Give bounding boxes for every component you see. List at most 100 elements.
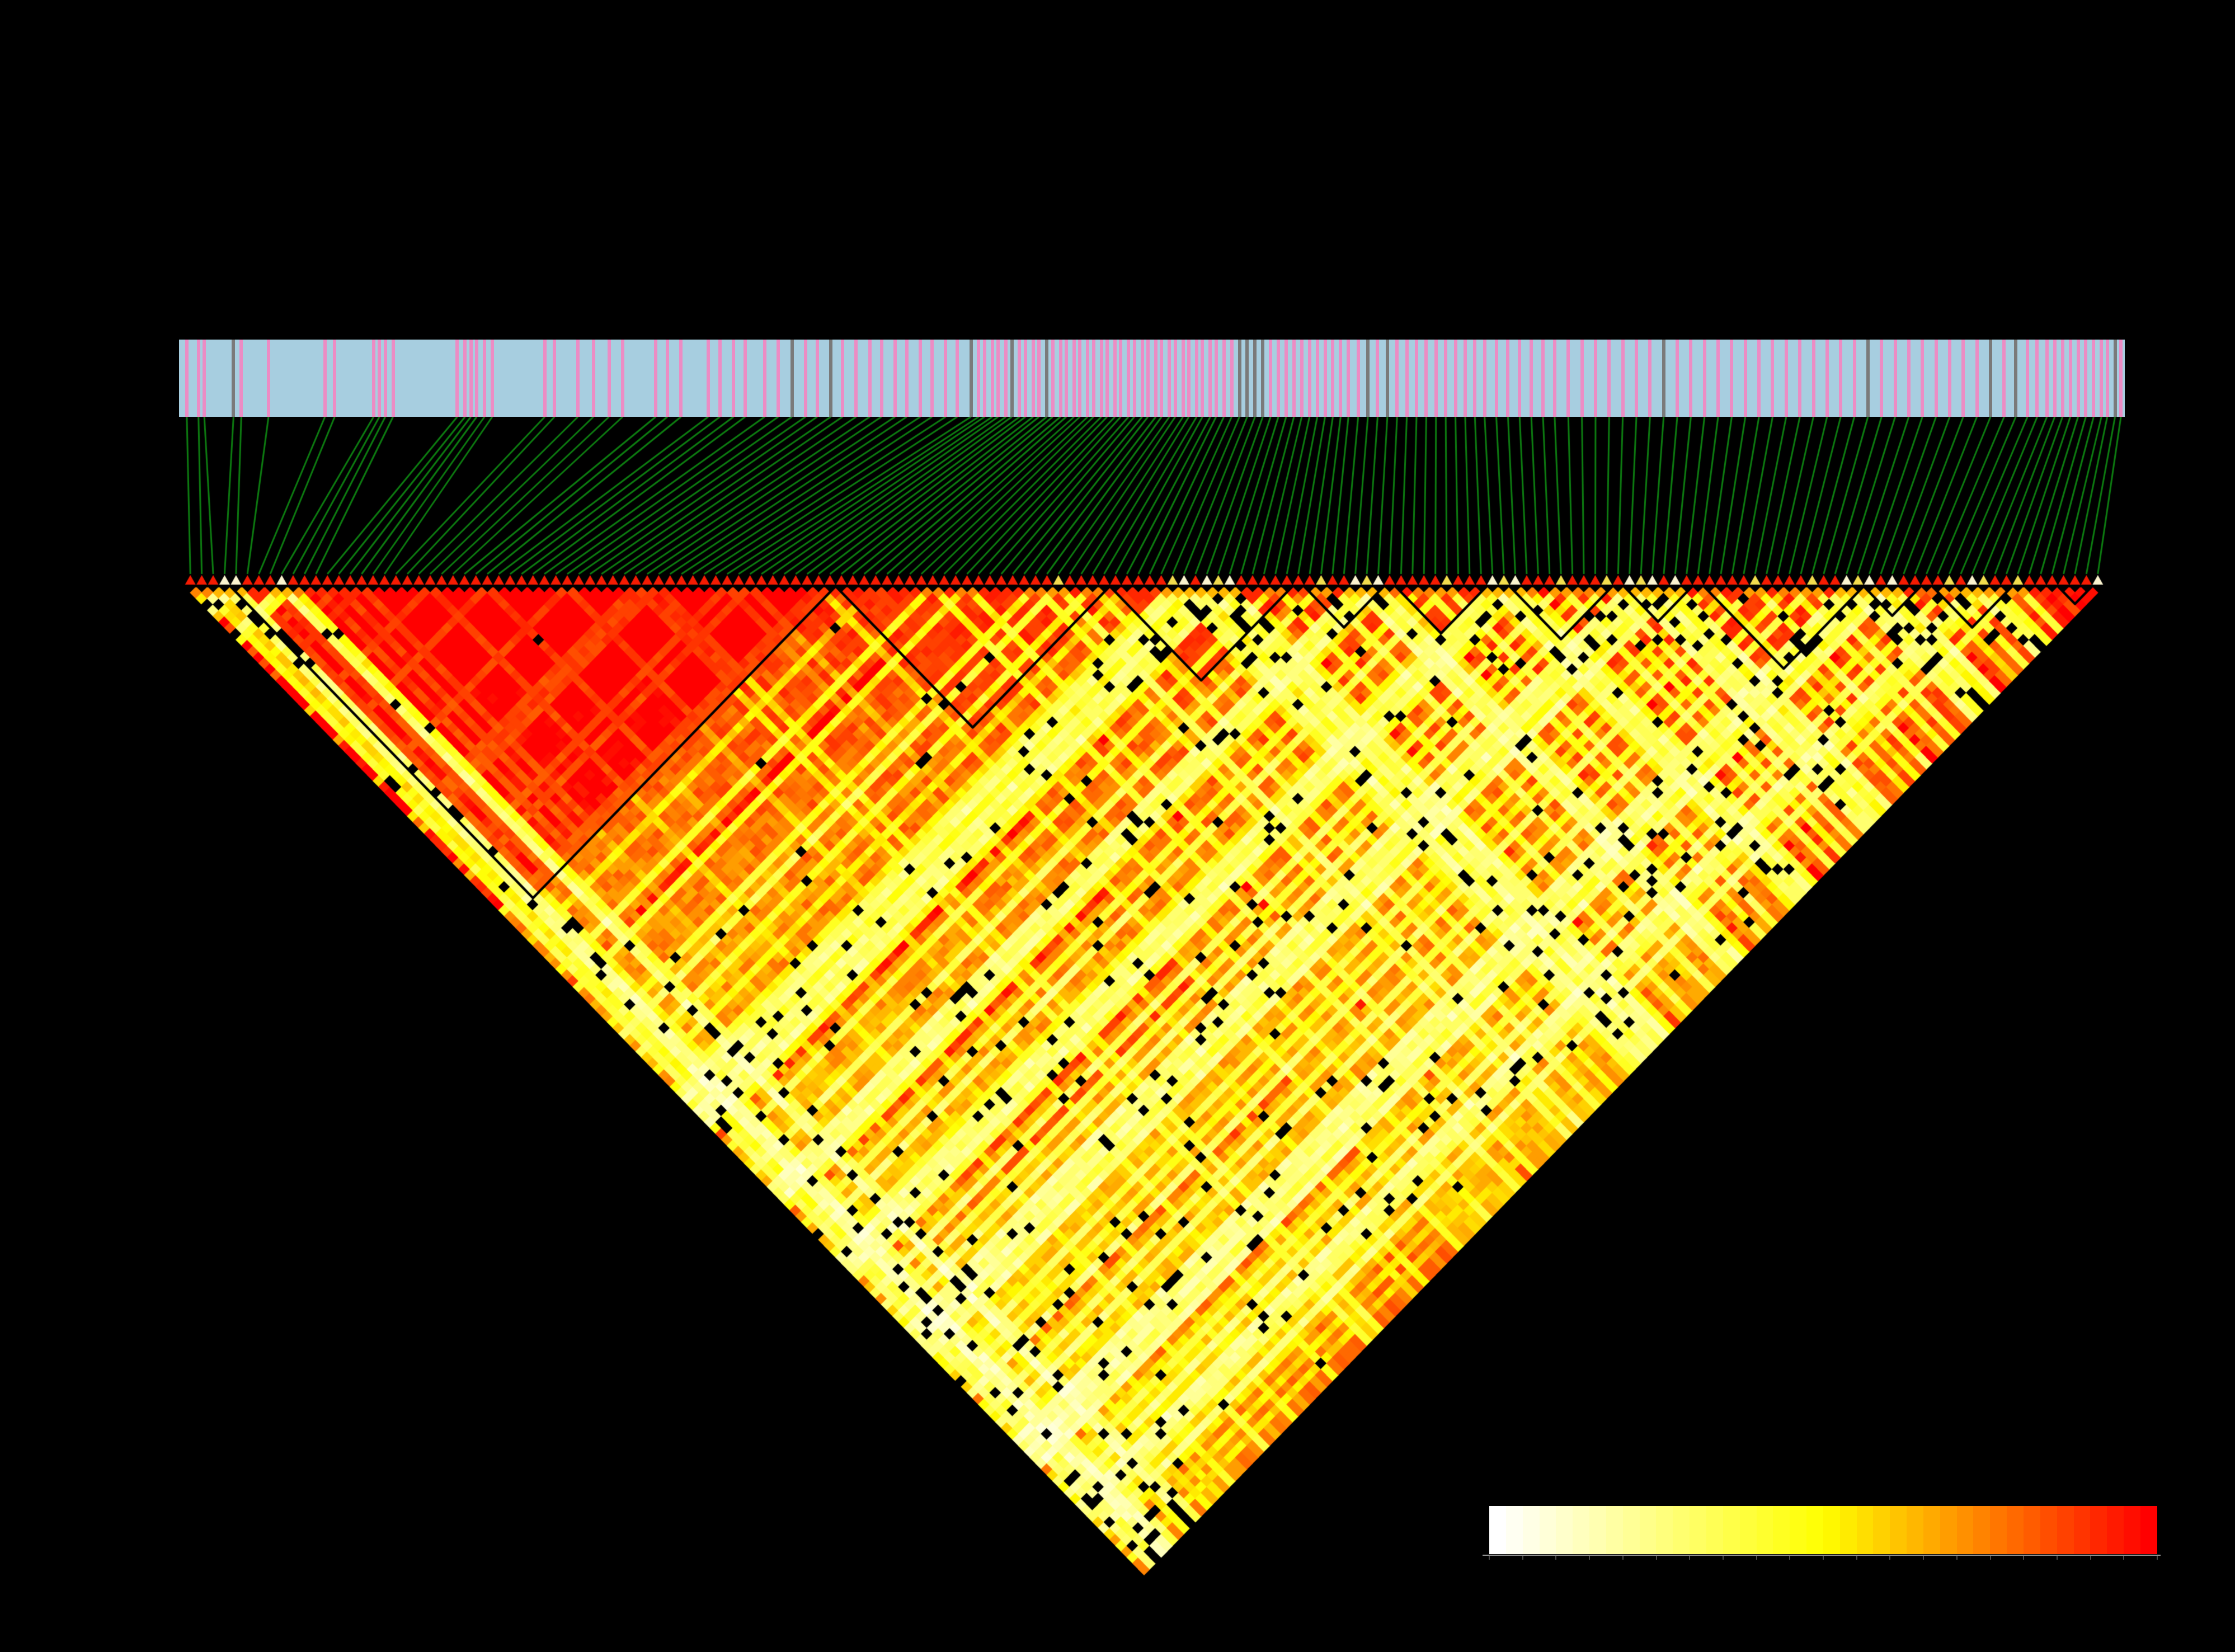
snp-position-tick xyxy=(1530,340,1533,417)
color-key-segment xyxy=(1923,1506,1940,1554)
snp-position-tick xyxy=(732,340,736,417)
snp-position-tick xyxy=(1580,340,1584,417)
snp-position-tick xyxy=(1222,340,1226,417)
snp-position-tick xyxy=(475,340,479,417)
snp-position-tick xyxy=(1004,340,1008,417)
snp-position-tick xyxy=(982,340,986,417)
snp-position-tick xyxy=(1269,340,1273,417)
color-key-segment xyxy=(1622,1506,1640,1554)
color-key-segment xyxy=(1522,1506,1540,1554)
snp-position-tick xyxy=(1473,340,1477,417)
snp-position-tick xyxy=(620,340,624,417)
snp-position-tick xyxy=(1132,340,1136,417)
color-key-segment xyxy=(1907,1506,1923,1554)
snp-position-tick xyxy=(1140,340,1144,417)
snp-position-tick xyxy=(1825,340,1829,417)
snp-position-tick xyxy=(815,340,819,417)
snp-position-tick xyxy=(1771,340,1775,417)
color-key-segment xyxy=(1489,1506,1506,1554)
snp-position-tick xyxy=(266,340,270,417)
snp-position-tick xyxy=(1518,340,1522,417)
snp-position-tick xyxy=(591,340,595,417)
snp-position-tick-gray xyxy=(2113,340,2117,417)
snp-position-tick xyxy=(1113,340,1117,417)
color-key-segment xyxy=(1973,1506,1991,1554)
snp-position-tick xyxy=(1784,340,1788,417)
snp-position-tick-gray xyxy=(1253,340,1257,417)
snp-position-tick xyxy=(1376,340,1380,417)
color-key-segment xyxy=(1956,1506,1974,1554)
snp-position-tick xyxy=(840,340,844,417)
snp-position-tick xyxy=(1798,340,1802,417)
snp-position-tick xyxy=(2068,340,2072,417)
snp-position-tick xyxy=(777,340,780,417)
snp-position-tick-gray xyxy=(232,340,236,417)
snp-position-tick xyxy=(2084,340,2088,417)
color-key-tick xyxy=(1823,1556,1824,1560)
snp-position-tick xyxy=(1648,340,1652,417)
snp-position-tick xyxy=(679,340,683,417)
color-key-tick xyxy=(1489,1556,1490,1560)
color-key-segment xyxy=(1839,1506,1857,1554)
color-key-tick xyxy=(1789,1556,1791,1560)
snp-position-tick xyxy=(1168,340,1171,417)
snp-position-tick xyxy=(654,340,658,417)
color-key-segment xyxy=(1739,1506,1757,1554)
snp-position-tick xyxy=(1230,340,1234,417)
snp-position-tick xyxy=(371,340,375,417)
snp-position-tick-gray xyxy=(1366,340,1370,417)
snp-position-tick xyxy=(1676,340,1679,417)
snp-position-tick xyxy=(1307,340,1311,417)
snp-position-tick xyxy=(1086,340,1090,417)
color-key-segment xyxy=(1806,1506,1823,1554)
snp-position-tick xyxy=(930,340,934,417)
color-key-tick xyxy=(2056,1556,2058,1560)
color-key-segment xyxy=(1639,1506,1657,1554)
color-key-segment xyxy=(1573,1506,1590,1554)
snp-position-tick xyxy=(607,340,611,417)
snp-position-tick xyxy=(1716,340,1720,417)
snp-position-tick xyxy=(1064,340,1068,417)
snp-position-tick xyxy=(996,340,1000,417)
snp-position-tick-gray xyxy=(1045,340,1049,417)
snp-position-tick xyxy=(1506,340,1510,417)
color-key-segment xyxy=(2040,1506,2057,1554)
snp-position-tick-gray xyxy=(1010,340,1014,417)
snp-position-tick xyxy=(1194,340,1198,417)
color-key-segment xyxy=(1856,1506,1874,1554)
color-key-segment xyxy=(1539,1506,1556,1554)
snp-position-tick xyxy=(2002,340,2006,417)
snp-position-tick xyxy=(2092,340,2096,417)
color-key-segment xyxy=(1773,1506,1790,1554)
snp-position-tick xyxy=(1566,340,1570,417)
snp-position-tick xyxy=(1051,340,1055,417)
color-key-tick xyxy=(1655,1556,1657,1560)
snp-position-tick xyxy=(2045,340,2049,417)
snp-position-tick xyxy=(1119,340,1123,417)
snp-position-tick xyxy=(1934,340,1938,417)
chromosome-position-track xyxy=(179,340,2125,417)
snp-position-tick-gray xyxy=(1989,340,1993,417)
snp-position-tick xyxy=(1730,340,1734,417)
snp-position-tick-gray xyxy=(1261,340,1265,417)
snp-position-tick xyxy=(763,340,766,417)
color-key-segment xyxy=(2124,1506,2140,1554)
snp-position-tick xyxy=(956,340,959,417)
snp-position-tick xyxy=(543,340,547,417)
snp-position-tick-gray xyxy=(1245,340,1249,417)
snp-position-tick-gray xyxy=(790,340,794,417)
snp-position-tick xyxy=(1023,340,1027,417)
snp-position-tick xyxy=(1621,340,1625,417)
color-key-tick xyxy=(2090,1556,2091,1560)
snp-position-tick xyxy=(1154,340,1158,417)
snp-position-tick xyxy=(1181,340,1185,417)
snp-position-tick xyxy=(463,340,467,417)
color-key-segment xyxy=(1690,1506,1706,1554)
snp-position-tick xyxy=(718,340,722,417)
snp-position-tick xyxy=(1187,340,1191,417)
snp-position-tick xyxy=(1743,340,1747,417)
color-key-tick xyxy=(2023,1556,2025,1560)
snp-position-tick-gray xyxy=(1866,340,1870,417)
color-key-segment xyxy=(2140,1506,2157,1554)
